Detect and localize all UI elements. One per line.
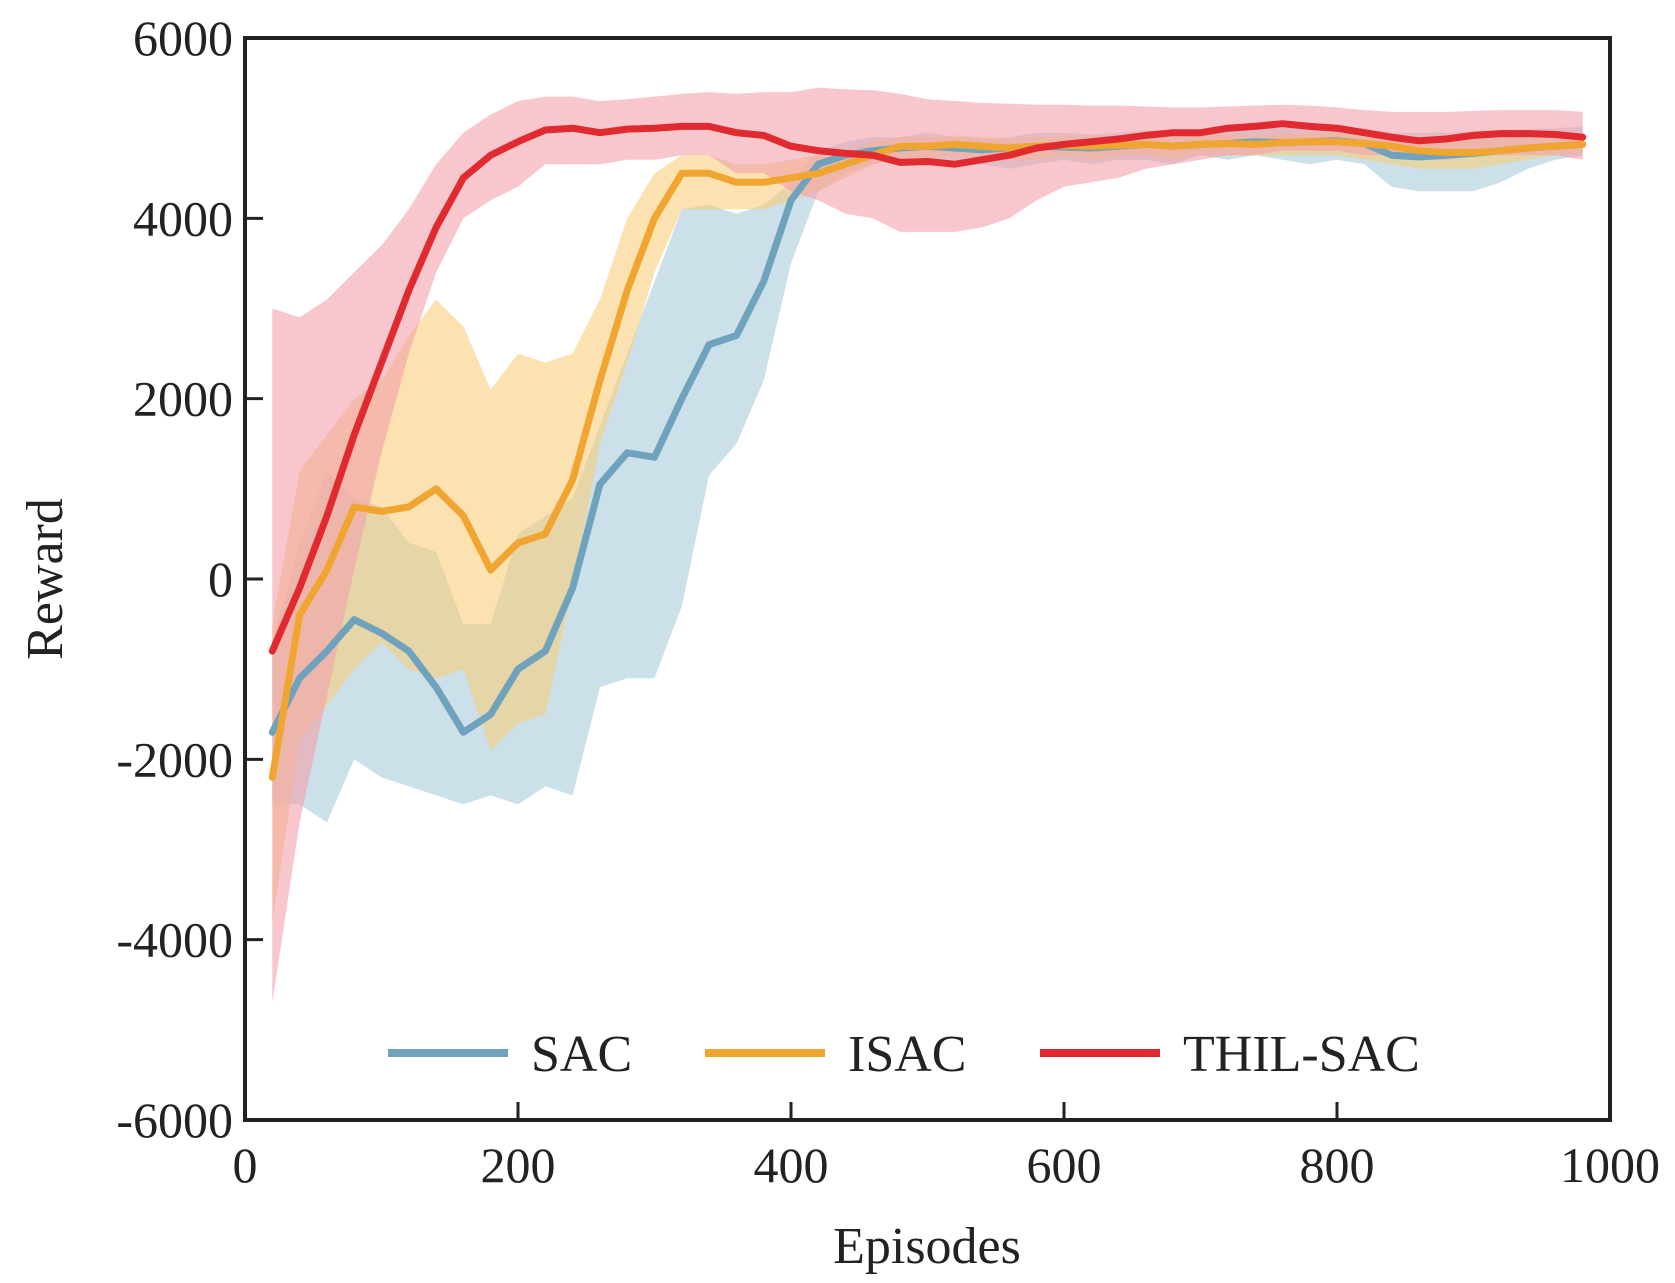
x-tick-label: 400 xyxy=(754,1137,829,1193)
x-axis-label: Episodes xyxy=(833,1218,1021,1275)
legend-label-thil-sac: THIL-SAC xyxy=(1183,1026,1420,1083)
y-tick-label: 6000 xyxy=(133,10,233,66)
y-tick-label: 2000 xyxy=(133,371,233,427)
legend-label-sac: SAC xyxy=(531,1026,632,1083)
band-isac xyxy=(272,131,1583,922)
y-tick-label: 0 xyxy=(208,551,233,607)
line-isac xyxy=(268,138,1587,781)
legend-label-isac: ISAC xyxy=(848,1026,966,1083)
x-tick-label: 800 xyxy=(1300,1137,1375,1193)
y-tick-label: 4000 xyxy=(133,190,233,246)
y-tick-label: -2000 xyxy=(116,731,233,787)
confidence-bands xyxy=(272,87,1583,1003)
band-sac xyxy=(272,125,1583,823)
x-axis-ticks: 0 200 400 600 800 1000 xyxy=(233,1102,1660,1193)
x-tick-label: 0 xyxy=(233,1137,258,1193)
y-tick-label: -6000 xyxy=(116,1092,233,1148)
line-thil-sac xyxy=(268,120,1587,655)
y-tick-label: -4000 xyxy=(116,912,233,968)
legend: SAC ISAC THIL-SAC xyxy=(388,1026,1420,1083)
y-axis-ticks: 6000 4000 2000 0 -2000 -4000 -6000 xyxy=(116,10,263,1148)
x-tick-label: 600 xyxy=(1027,1137,1102,1193)
x-tick-label: 1000 xyxy=(1560,1137,1660,1193)
series-lines xyxy=(268,120,1587,781)
x-tick-label: 200 xyxy=(481,1137,556,1193)
y-axis-label: Reward xyxy=(17,498,74,660)
